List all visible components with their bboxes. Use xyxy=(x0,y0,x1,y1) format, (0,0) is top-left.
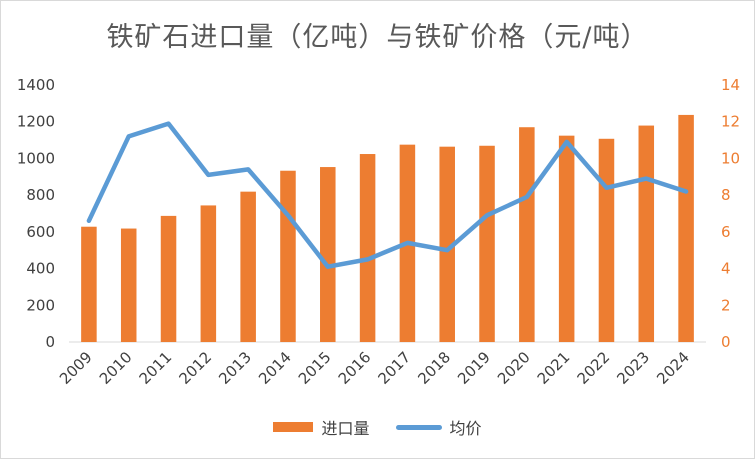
y-left-tick: 600 xyxy=(26,223,55,241)
bar-2009 xyxy=(81,226,97,342)
y-left-tick: 1200 xyxy=(17,113,55,131)
x-tick-2024: 2024 xyxy=(653,348,693,388)
price-line xyxy=(86,121,689,269)
x-tick-2015: 2015 xyxy=(295,348,335,388)
bar-2011 xyxy=(160,215,177,342)
y-right-tick: 12 xyxy=(721,113,740,131)
legend: 进口量 均价 xyxy=(1,415,754,439)
line-series xyxy=(86,121,689,269)
y-left-tick: 0 xyxy=(45,333,55,351)
y-left-tick: 800 xyxy=(26,186,55,204)
x-tick-2012: 2012 xyxy=(175,348,215,388)
bar-2012 xyxy=(200,205,217,342)
y-left-tick: 200 xyxy=(26,296,55,314)
bar-2022 xyxy=(598,138,615,342)
chart-title: 铁矿石进口量（亿吨）与铁矿价格（元/吨） xyxy=(106,22,649,53)
bar-2015 xyxy=(320,167,336,342)
y-right-tick: 2 xyxy=(721,296,731,314)
bar-2019 xyxy=(479,145,495,342)
y-left-tick: 1000 xyxy=(17,149,55,167)
x-tick-2013: 2013 xyxy=(215,348,255,388)
y-right-tick: 14 xyxy=(721,76,740,94)
bar-2010 xyxy=(120,228,137,342)
y-right-tick: 6 xyxy=(721,223,731,241)
x-tick-2023: 2023 xyxy=(613,348,653,388)
y-right-tick: 0 xyxy=(721,333,731,351)
legend-line-swatch xyxy=(395,424,442,430)
bar-2018 xyxy=(439,146,455,342)
bar-2016 xyxy=(359,154,376,342)
x-tick-2017: 2017 xyxy=(375,348,415,388)
legend-bar-label: 进口量 xyxy=(321,419,370,438)
bar-2014 xyxy=(280,170,296,342)
x-tick-2022: 2022 xyxy=(574,348,614,388)
y-right-tick: 8 xyxy=(721,186,731,204)
x-tick-2019: 2019 xyxy=(454,348,494,388)
legend-bar-swatch xyxy=(273,422,314,432)
y-right-tick: 4 xyxy=(721,260,731,278)
x-tick-2011: 2011 xyxy=(136,348,176,388)
bar-series xyxy=(81,114,694,343)
x-tick-2018: 2018 xyxy=(414,348,454,388)
y-right-tick: 10 xyxy=(721,149,740,167)
x-tick-2020: 2020 xyxy=(494,348,534,388)
bar-2021 xyxy=(558,135,575,342)
y-left-tick: 400 xyxy=(26,260,55,278)
x-tick-2010: 2010 xyxy=(96,348,136,388)
combo-chart: 0 200 400 600 800 1000 1200 1400 0 2 4 6 8 10 12 14 2009… xyxy=(17,76,740,388)
legend-line-label: 均价 xyxy=(449,419,482,438)
bar-2023 xyxy=(638,125,655,343)
x-tick-2014: 2014 xyxy=(255,348,295,388)
bar-2020 xyxy=(519,127,535,342)
x-tick-2009: 2009 xyxy=(56,348,96,388)
bar-2024 xyxy=(678,114,694,342)
legend-item-line: 均价 xyxy=(395,415,482,439)
x-tick-2016: 2016 xyxy=(335,348,375,388)
bar-2013 xyxy=(240,191,256,342)
y-left-tick: 1400 xyxy=(17,76,55,94)
legend-item-bar: 进口量 xyxy=(273,415,370,439)
x-tick-2021: 2021 xyxy=(534,348,574,388)
